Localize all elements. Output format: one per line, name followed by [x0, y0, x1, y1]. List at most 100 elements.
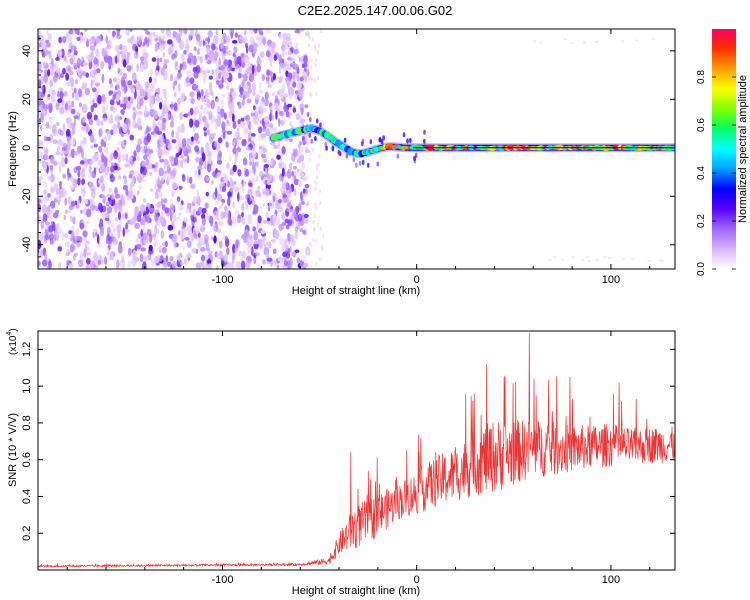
- noise-speckle: [197, 164, 203, 171]
- noise-speckle: [264, 91, 269, 101]
- ridge-sidelobe: [352, 157, 356, 163]
- noise-speckle: [68, 153, 73, 158]
- noise-speckle: [318, 154, 321, 159]
- spectrogram-ytick-label: 40: [21, 45, 33, 57]
- noise-speckle: [150, 68, 153, 77]
- noise-speckle: [194, 223, 198, 232]
- ridge-sidelobe: [378, 137, 382, 143]
- noise-speckle: [142, 62, 149, 70]
- noise-speckle: [172, 30, 177, 37]
- noise-speckle: [211, 180, 214, 185]
- noise-speckle: [299, 76, 304, 82]
- noise-speckle: [161, 246, 167, 254]
- sparse-speckle: [594, 41, 599, 44]
- noise-speckle: [301, 254, 306, 263]
- noise-speckle: [90, 145, 94, 149]
- noise-speckle: [90, 204, 96, 212]
- noise-speckle: [147, 203, 151, 210]
- noise-speckle: [64, 109, 70, 114]
- ridge-sidelobe: [319, 122, 322, 128]
- noise-speckle: [203, 75, 206, 84]
- noise-speckle: [159, 190, 163, 198]
- noise-speckle: [163, 70, 168, 80]
- noise-speckle: [77, 200, 81, 205]
- noise-speckle: [71, 125, 76, 135]
- noise-speckle: [57, 261, 62, 269]
- noise-speckle: [223, 59, 229, 66]
- noise-speckle: [143, 52, 149, 59]
- noise-speckle: [279, 33, 283, 40]
- noise-speckle: [160, 34, 166, 40]
- noise-speckle: [251, 133, 256, 137]
- noise-speckle: [121, 52, 127, 61]
- noise-speckle: [216, 106, 221, 113]
- ridge-sidelobe: [366, 162, 370, 168]
- noise-speckle: [144, 36, 148, 45]
- noise-speckle: [45, 42, 51, 48]
- noise-speckle: [271, 238, 276, 244]
- noise-speckle: [196, 88, 200, 93]
- noise-speckle: [221, 201, 224, 206]
- noise-speckle: [131, 72, 137, 81]
- noise-speckle: [322, 233, 325, 238]
- noise-speckle: [281, 161, 287, 172]
- noise-speckle: [154, 211, 159, 222]
- noise-speckle: [292, 108, 296, 113]
- noise-speckle: [299, 29, 305, 32]
- snr-ytick-label: 0.8: [21, 415, 33, 430]
- noise-speckle: [69, 57, 74, 65]
- noise-speckle: [126, 65, 132, 72]
- noise-speckle: [245, 260, 251, 269]
- noise-speckle: [286, 208, 292, 213]
- noise-speckle: [280, 187, 285, 193]
- noise-speckle: [241, 211, 244, 218]
- noise-speckle: [101, 152, 104, 163]
- noise-speckle: [193, 46, 197, 52]
- noise-speckle: [100, 60, 105, 69]
- noise-speckle: [163, 58, 167, 69]
- noise-speckle: [265, 29, 271, 34]
- noise-speckle: [216, 79, 220, 86]
- noise-speckle: [237, 119, 241, 125]
- noise-speckle: [204, 102, 210, 106]
- noise-speckle: [185, 76, 190, 83]
- noise-speckle: [43, 238, 48, 243]
- noise-speckle: [57, 49, 63, 58]
- noise-speckle: [211, 43, 216, 51]
- noise-speckle: [73, 115, 79, 120]
- noise-speckle: [42, 213, 48, 223]
- noise-speckle: [253, 240, 259, 245]
- colorbar-tick-label: 0.6: [696, 118, 707, 132]
- noise-speckle: [209, 81, 213, 92]
- colorbar: 0.0 0.2 0.4 0.6 0.8 Normalized spectral ampl…: [696, 29, 749, 276]
- noise-speckle: [160, 29, 165, 34]
- noise-speckle: [124, 213, 128, 220]
- noise-speckle: [112, 30, 116, 37]
- noise-speckle: [231, 64, 236, 68]
- noise-speckle: [134, 222, 140, 230]
- noise-speckle: [269, 113, 272, 122]
- noise-speckle: [154, 242, 159, 246]
- noise-speckle: [110, 222, 115, 229]
- noise-speckle: [66, 124, 73, 129]
- noise-speckle: [264, 122, 270, 127]
- noise-speckle: [58, 164, 62, 173]
- noise-speckle: [101, 93, 105, 103]
- noise-speckle: [214, 214, 220, 221]
- noise-speckle: [243, 200, 248, 205]
- spectrogram-ytick-label: -40: [21, 237, 33, 253]
- noise-speckle: [201, 207, 207, 214]
- noise-speckle: [280, 119, 285, 126]
- noise-speckle: [174, 63, 179, 71]
- noise-speckle: [294, 29, 300, 34]
- noise-speckle: [243, 57, 250, 64]
- spectrogram-xtick-label: -100: [211, 274, 233, 286]
- spectrogram-ylabel: Frequency (Hz): [7, 111, 19, 187]
- noise-speckle: [106, 200, 110, 206]
- noise-speckle: [126, 102, 132, 110]
- noise-speckle: [76, 145, 82, 154]
- noise-speckle: [171, 139, 177, 144]
- noise-speckle: [168, 29, 172, 38]
- noise-speckle: [82, 157, 87, 162]
- ridge-sidelobe: [423, 129, 426, 135]
